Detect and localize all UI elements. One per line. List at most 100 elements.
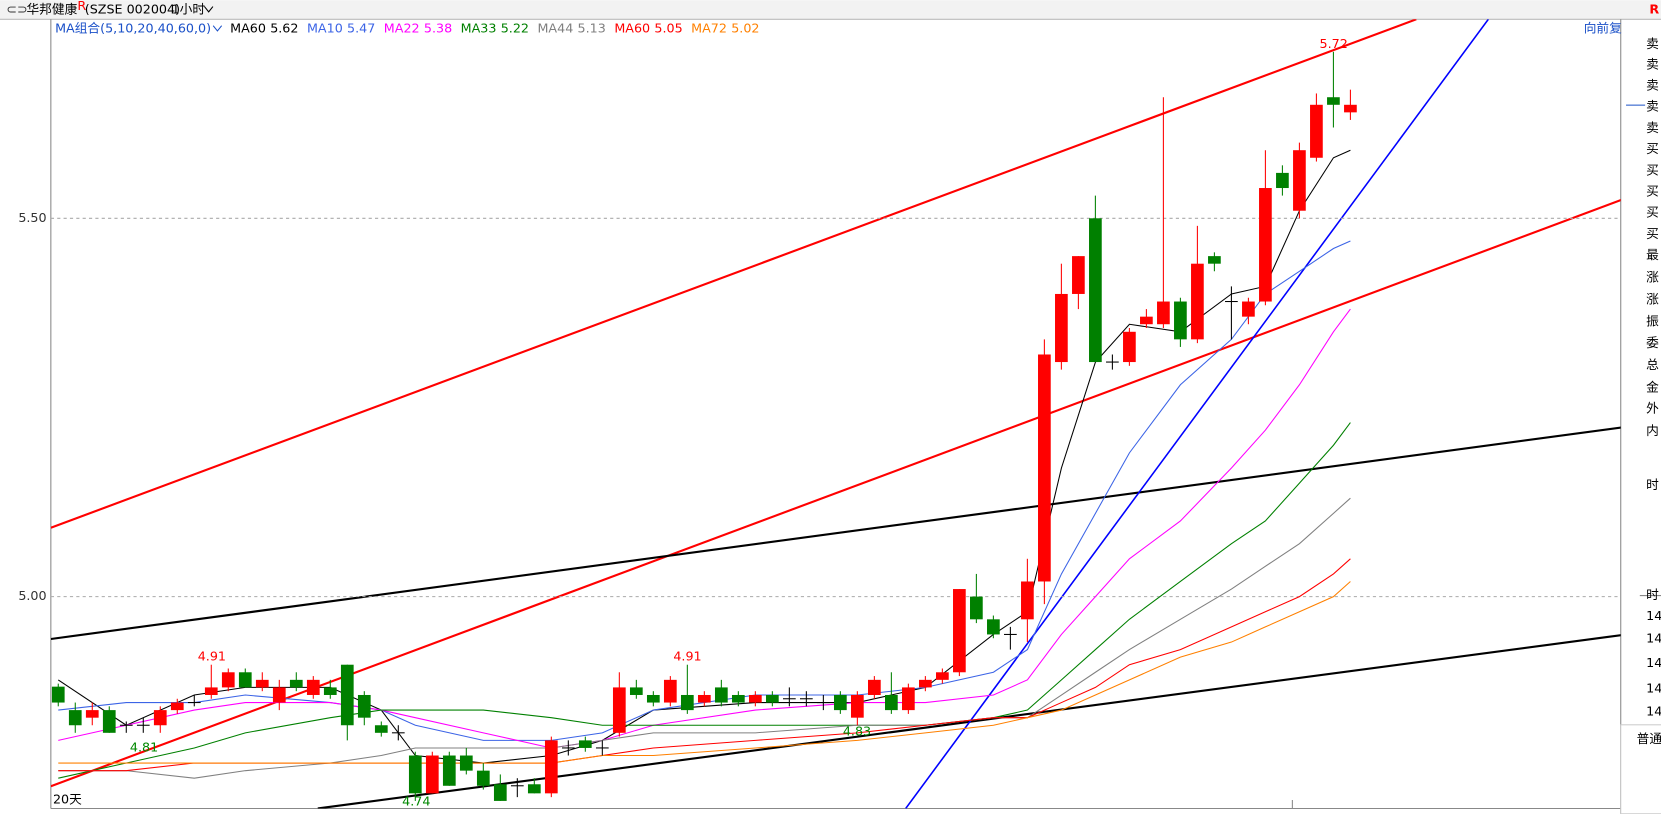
candle-body	[1208, 256, 1221, 264]
candle-body	[697, 694, 711, 703]
candle-body	[748, 694, 762, 703]
side-label: 涨	[1646, 269, 1659, 284]
price-annotation: 5.72	[1320, 36, 1348, 51]
side-label: 振	[1646, 314, 1659, 329]
side-label: 14	[1646, 680, 1661, 695]
legend-value: 5.62	[270, 20, 298, 35]
legend-name: MA10	[307, 20, 343, 35]
candle-body	[544, 740, 558, 794]
side-label: 卖	[1646, 120, 1659, 135]
title-bar	[0, 0, 1661, 20]
candle-body	[663, 679, 677, 703]
candle-body	[987, 619, 1000, 635]
candle-body	[1072, 256, 1085, 294]
candle-body	[1327, 97, 1340, 105]
candle-body	[476, 770, 490, 786]
side-label: 涨	[1646, 292, 1659, 307]
candle-body	[1242, 301, 1255, 317]
candle-body	[765, 694, 779, 703]
candle-body	[255, 679, 269, 688]
candle-body	[374, 725, 388, 733]
side-label: 时	[1646, 587, 1659, 602]
candle-body	[68, 710, 82, 726]
candle-body	[238, 672, 252, 688]
candle-body	[425, 755, 439, 794]
side-label: 买	[1646, 183, 1659, 198]
marks	[50, 51, 1621, 801]
corner-badge: R	[1649, 1, 1659, 16]
legend-name: MA22	[384, 20, 420, 35]
legend-title: MA组合(5,10,20,40,60,0)	[55, 20, 211, 35]
candle-body	[459, 755, 473, 771]
candle-body	[1140, 316, 1153, 325]
trend-line	[317, 634, 1621, 809]
candle-body	[306, 679, 320, 695]
legend-name: MA60	[230, 20, 266, 35]
candle-body	[221, 672, 235, 688]
candle-body	[936, 672, 949, 680]
candle-body	[1344, 104, 1357, 113]
price-annotation: 4.91	[673, 648, 701, 663]
legend-arrow	[212, 25, 223, 32]
candle-body	[919, 679, 932, 688]
trend-line	[905, 19, 1489, 809]
candle-body	[970, 596, 983, 620]
side-label: 买	[1646, 162, 1659, 177]
side-label: 总	[1646, 357, 1659, 372]
y-tick-label: 5.00	[18, 588, 46, 603]
legend-name: MA33	[461, 20, 497, 35]
candle-body	[629, 687, 643, 695]
side-label: 外	[1646, 401, 1659, 416]
candle-body	[867, 679, 881, 695]
candle-body	[953, 589, 966, 673]
trend-line	[50, 426, 1621, 641]
legend-name: MA44	[537, 20, 573, 35]
link-icon: ⊂⊃	[6, 1, 27, 16]
trend-line	[50, 19, 1417, 529]
candle-body	[323, 687, 337, 695]
candle-body	[646, 694, 660, 703]
candle-body	[1191, 263, 1204, 340]
price-annotation: 4.81	[130, 740, 158, 755]
candle-body	[408, 755, 422, 794]
legend-value: 5.38	[424, 20, 452, 35]
legend-value: 5.22	[501, 20, 529, 35]
side-panel	[1621, 20, 1661, 814]
legend-value: 5.02	[731, 20, 759, 35]
candle-body	[51, 686, 65, 703]
period-selector[interactable]: 1小时	[172, 1, 206, 16]
candle-body	[1055, 293, 1068, 363]
price-annotation: 4.83	[843, 724, 871, 739]
side-label: 金	[1646, 379, 1659, 394]
side-label: 14	[1646, 608, 1661, 623]
candle-body	[1174, 301, 1187, 340]
candle-body	[731, 694, 745, 703]
y-tick-label: 5.50	[18, 210, 46, 225]
candle-body	[1259, 188, 1272, 302]
ma-line	[58, 581, 1351, 764]
legend-value: 5.47	[347, 20, 375, 35]
candle-body	[204, 687, 218, 695]
candle-body	[612, 687, 626, 733]
candle-body	[833, 694, 847, 711]
side-label: 普通	[1637, 731, 1661, 746]
candle-body	[442, 755, 456, 786]
candle-body	[85, 710, 99, 718]
candle-body	[1310, 104, 1323, 158]
range-label: 20天	[53, 792, 82, 807]
side-label: 卖	[1646, 56, 1659, 71]
side-label: 最	[1646, 247, 1659, 262]
candle-body	[1038, 354, 1051, 582]
candle-body	[578, 740, 592, 748]
price-annotation: 4.91	[198, 648, 226, 663]
candle-body	[1123, 331, 1136, 363]
stock-code: (SZSE 002004)	[85, 1, 180, 16]
side-label: 14	[1646, 630, 1661, 645]
candle-body	[680, 694, 694, 711]
side-label: 买	[1646, 226, 1659, 241]
period-arrow[interactable]	[204, 6, 214, 13]
candle-body	[885, 694, 898, 711]
candle-body	[850, 694, 864, 718]
candle-body	[527, 784, 541, 794]
